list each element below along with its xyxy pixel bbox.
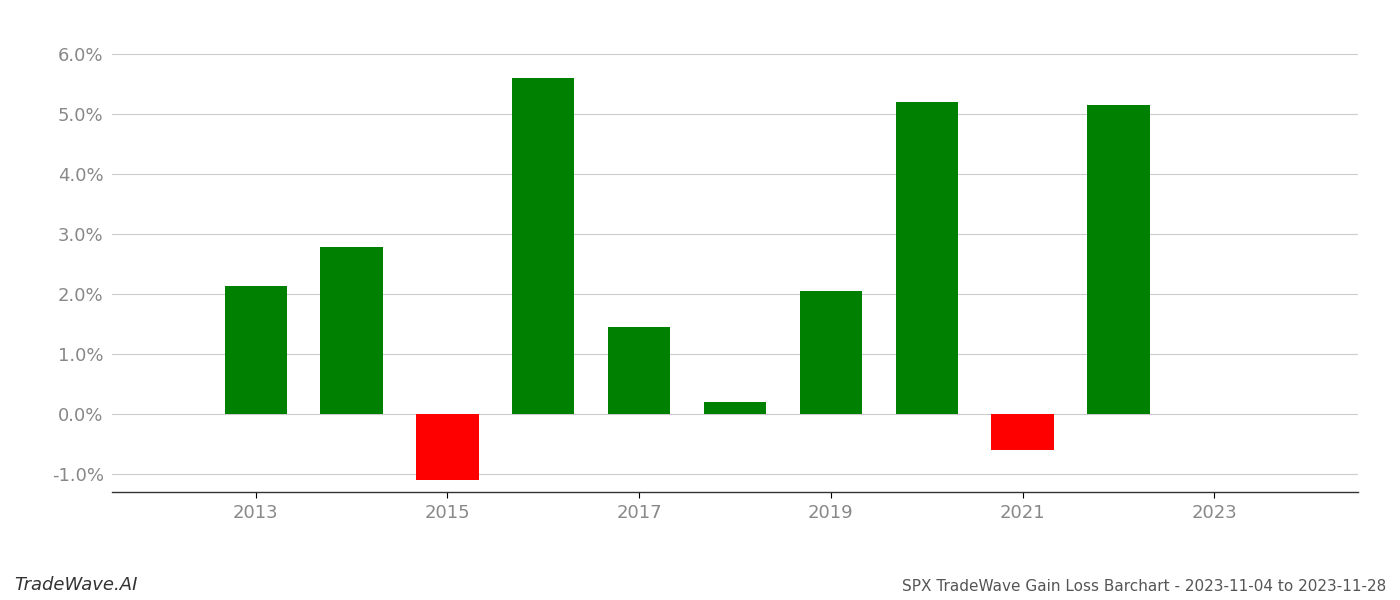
Text: TradeWave.AI: TradeWave.AI [14,576,137,594]
Bar [224,286,287,414]
Bar [991,414,1054,450]
Bar [799,291,862,414]
Bar [704,402,766,414]
Bar [1088,105,1149,414]
Bar [321,247,382,414]
Bar [416,414,479,480]
Bar [896,102,958,414]
Bar [512,78,574,414]
Bar [608,327,671,414]
Text: SPX TradeWave Gain Loss Barchart - 2023-11-04 to 2023-11-28: SPX TradeWave Gain Loss Barchart - 2023-… [902,579,1386,594]
